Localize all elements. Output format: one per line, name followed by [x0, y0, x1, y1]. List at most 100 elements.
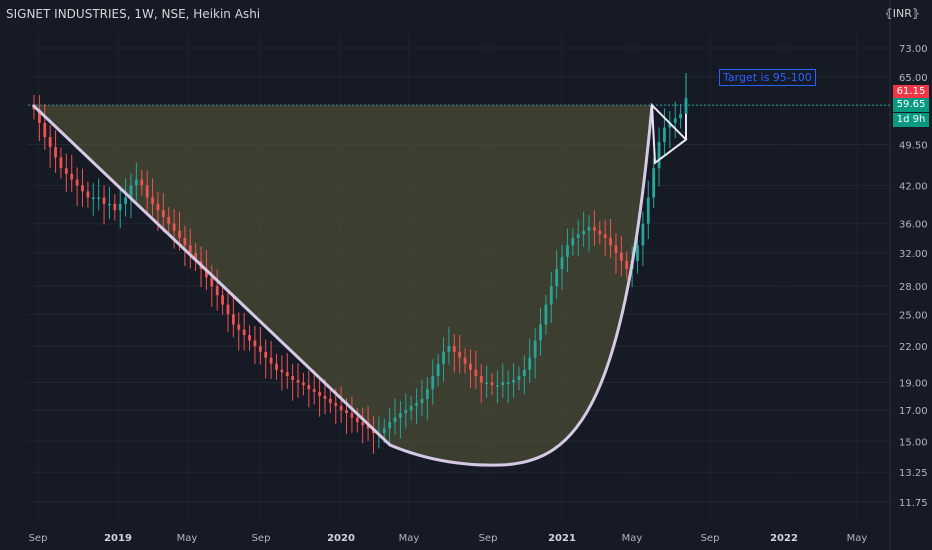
candle-body [118, 203, 122, 211]
candle-body [668, 122, 672, 128]
y-tick-label: 13.25 [899, 468, 928, 479]
candle-body [258, 346, 262, 352]
price-badge-high: 61.15 [893, 85, 929, 100]
candle-body [366, 425, 370, 429]
candle-body [447, 346, 451, 352]
candle-body [178, 230, 181, 238]
x-tick-label: May [399, 533, 420, 544]
y-tick-label: 28.00 [899, 282, 928, 293]
x-tick-label: Sep [479, 533, 498, 544]
y-tick-label: 49.50 [899, 141, 928, 152]
candle-body [442, 351, 445, 364]
candle-body [576, 234, 580, 238]
candle-body [242, 329, 246, 336]
candle-body [210, 277, 214, 287]
candle-body [512, 379, 515, 383]
candle-body [97, 197, 101, 200]
cup-shape-outline [31, 104, 654, 467]
candle-body [37, 109, 41, 123]
candle-body [151, 197, 154, 204]
candle-body [555, 269, 559, 287]
y-tick-label: 73.00 [899, 44, 928, 55]
candle-body [399, 413, 402, 418]
candle-body [75, 179, 79, 186]
candle-body [598, 230, 602, 235]
y-tick-label: 19.00 [899, 379, 928, 390]
candle-body [167, 216, 171, 224]
candle-body [409, 405, 413, 411]
candle-body [452, 346, 456, 352]
y-tick-label: 42.00 [899, 181, 928, 192]
time-axis[interactable]: Sep 2019 May Sep 2020 May Sep 2021 May Sep 2022 May [29, 533, 868, 544]
x-tick-label: 2021 [548, 533, 576, 544]
currency-code: INR [892, 7, 912, 20]
candle-body [549, 286, 553, 305]
candle-body [506, 382, 510, 385]
x-tick-label: Sep [29, 533, 48, 544]
candle-body [145, 185, 149, 198]
y-tick-label: 15.00 [899, 437, 928, 448]
candle-body [312, 389, 316, 392]
candle-body [436, 363, 440, 377]
candle-body [226, 304, 230, 315]
candle-body [522, 369, 526, 377]
candle-body [108, 203, 111, 206]
candle-body [194, 252, 198, 261]
candle-body [64, 168, 68, 174]
candle-body [334, 402, 338, 406]
candle-body [205, 269, 208, 278]
candle-body [420, 398, 424, 403]
candle-body [393, 417, 397, 423]
y-tick-label: 25.00 [899, 310, 928, 321]
candle-body [641, 223, 645, 246]
candle-body [183, 237, 187, 246]
candle-body [566, 245, 569, 257]
candle-body [161, 210, 165, 217]
candle-body [113, 203, 117, 211]
candle-body [490, 382, 494, 386]
x-tick-label: Sep [252, 533, 271, 544]
candle-body [614, 245, 618, 253]
x-tick-label: 2022 [770, 533, 798, 544]
candle-body [339, 405, 343, 411]
candle-body [361, 422, 365, 426]
candle-body [328, 398, 332, 403]
candle-body [280, 369, 284, 373]
y-tick-label: 11.75 [899, 498, 928, 509]
candle-body [134, 179, 138, 186]
candle-body [323, 395, 327, 399]
candle-body [679, 113, 683, 119]
candle-body [517, 376, 521, 380]
y-tick-label: 32.00 [899, 249, 928, 260]
cup-shape-fill [33, 105, 652, 466]
candle-body [59, 157, 63, 169]
candle-body [231, 314, 235, 325]
candle-body [539, 324, 542, 341]
candle-body [431, 376, 435, 390]
candle-body [496, 385, 499, 387]
candle-body [571, 237, 575, 246]
currency-label[interactable]: ⦃INR⦄ [884, 7, 920, 20]
candle-body [350, 413, 354, 418]
candle-body [609, 237, 612, 246]
candle-body [463, 357, 467, 364]
candle-body [485, 382, 489, 385]
candle-body [48, 137, 52, 148]
y-tick-label: 22.00 [899, 342, 928, 353]
candle-body [269, 357, 273, 364]
candle-body [673, 118, 677, 123]
candle-body [43, 122, 47, 138]
target-annotation[interactable]: Target is 95-100 [719, 69, 816, 86]
flag-triangle [650, 102, 688, 165]
candle-body [215, 286, 219, 296]
candle-body [70, 173, 74, 180]
candle-body [124, 197, 128, 204]
chart-title: SIGNET INDUSTRIES, 1W, NSE, Heikin Ashi [6, 7, 261, 21]
x-tick-label: May [622, 533, 643, 544]
candle-body [355, 417, 359, 423]
candle-body [533, 340, 537, 358]
candle-body [544, 304, 548, 325]
candle-body [102, 197, 106, 204]
candle-body [345, 410, 348, 414]
candle-body [307, 385, 311, 390]
